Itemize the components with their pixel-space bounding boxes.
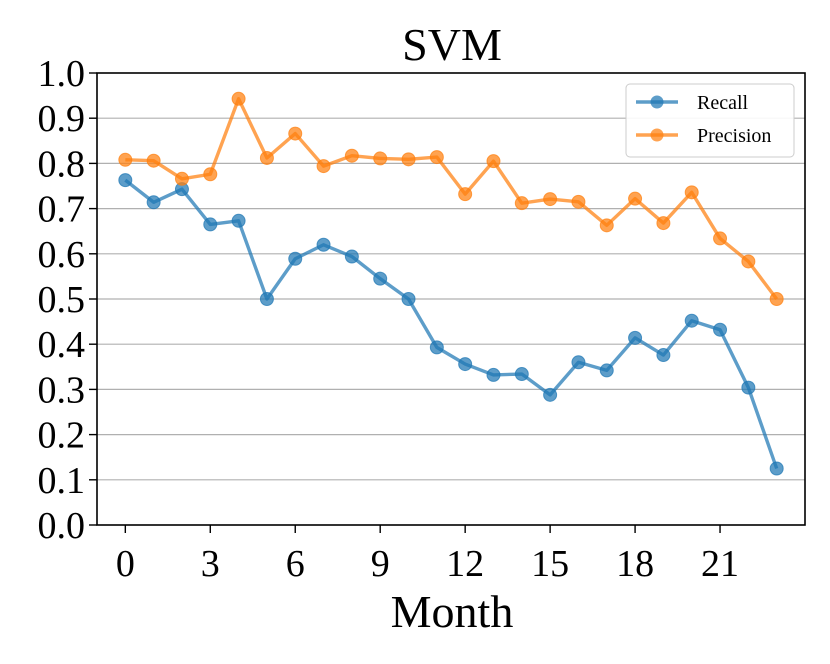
y-tick-label: 0.5 — [38, 279, 86, 321]
recall-point — [118, 173, 133, 188]
series-layer — [118, 91, 784, 476]
legend: Recall Precision — [625, 83, 795, 158]
precision-point — [656, 216, 671, 231]
recall-point — [231, 213, 246, 228]
gridlines — [97, 117, 805, 481]
precision-point — [628, 191, 643, 206]
recall-point — [741, 380, 756, 395]
precision-point — [514, 196, 529, 211]
precision-point — [571, 194, 586, 209]
precision-point — [769, 292, 784, 306]
recall-line — [124, 178, 779, 470]
precision-point — [373, 151, 388, 166]
recall-point — [259, 292, 274, 306]
recall-point — [769, 461, 784, 476]
legend-swatch-marker — [650, 95, 664, 109]
y-tick-label: 0.3 — [38, 369, 86, 411]
recall-point — [628, 330, 643, 345]
recall-point — [316, 237, 331, 252]
recall-point — [571, 355, 586, 370]
precision-point — [316, 159, 331, 174]
recall-point — [486, 367, 501, 382]
recall-point — [543, 387, 558, 402]
precision-point — [458, 187, 473, 202]
precision-point — [288, 126, 303, 141]
legend-item-precision: Precision — [636, 125, 771, 147]
precision-point — [174, 171, 189, 186]
x-tick-label: 9 — [371, 543, 390, 585]
legend-label: Recall — [697, 92, 749, 114]
y-tick-label: 1.0 — [38, 53, 86, 95]
recall-point — [458, 357, 473, 372]
y-tick-label: 0.4 — [38, 324, 86, 366]
precision-point — [429, 150, 444, 165]
y-tick-label: 0.1 — [38, 460, 86, 502]
precision-point — [401, 152, 416, 167]
y-axis-ticks: 0.00.10.20.30.40.50.60.70.80.91.0 — [38, 53, 97, 547]
precision-point — [118, 152, 133, 167]
x-tick-label: 15 — [531, 543, 569, 585]
precision-point — [203, 167, 218, 182]
recall-point — [599, 363, 614, 378]
y-tick-label: 0.6 — [38, 234, 86, 276]
recall-point — [656, 348, 671, 363]
x-axis-ticks: 0 3 6 9 12 15 18 21 — [116, 525, 739, 585]
y-tick-label: 0.9 — [38, 98, 86, 140]
precision-point — [486, 154, 501, 169]
precision-point — [259, 150, 274, 165]
y-tick-label: 0.0 — [38, 505, 86, 547]
x-tick-label: 3 — [201, 543, 220, 585]
recall-point — [713, 322, 728, 337]
x-tick-label: 21 — [701, 543, 739, 585]
recall-point — [401, 292, 416, 306]
y-tick-label: 0.7 — [38, 189, 86, 231]
recall-point — [514, 367, 529, 382]
recall-point — [288, 251, 303, 266]
legend-label: Precision — [697, 125, 771, 147]
precision-point — [344, 148, 359, 163]
precision-point — [741, 254, 756, 269]
x-tick-label: 0 — [116, 543, 135, 585]
precision-point — [684, 185, 699, 200]
series-recall — [118, 173, 784, 476]
x-tick-label: 6 — [286, 543, 305, 585]
recall-point — [373, 271, 388, 286]
precision-point — [713, 231, 728, 246]
recall-point — [146, 195, 161, 210]
precision-point — [146, 153, 161, 168]
legend-item-recall: Recall — [636, 92, 749, 114]
precision-point — [231, 91, 246, 106]
recall-point — [203, 217, 218, 232]
precision-point — [599, 218, 614, 233]
x-tick-label: 12 — [446, 543, 484, 585]
recall-point — [429, 340, 444, 355]
recall-point — [684, 313, 699, 328]
series-precision — [118, 91, 784, 306]
chart-title: SVM — [402, 19, 502, 70]
recall-point — [344, 249, 359, 264]
y-tick-label: 0.8 — [38, 143, 86, 185]
y-tick-label: 0.2 — [38, 415, 86, 457]
legend-swatch-marker — [650, 128, 664, 142]
x-axis-label: Month — [391, 586, 514, 637]
x-tick-label: 18 — [616, 543, 654, 585]
precision-point — [543, 192, 558, 207]
